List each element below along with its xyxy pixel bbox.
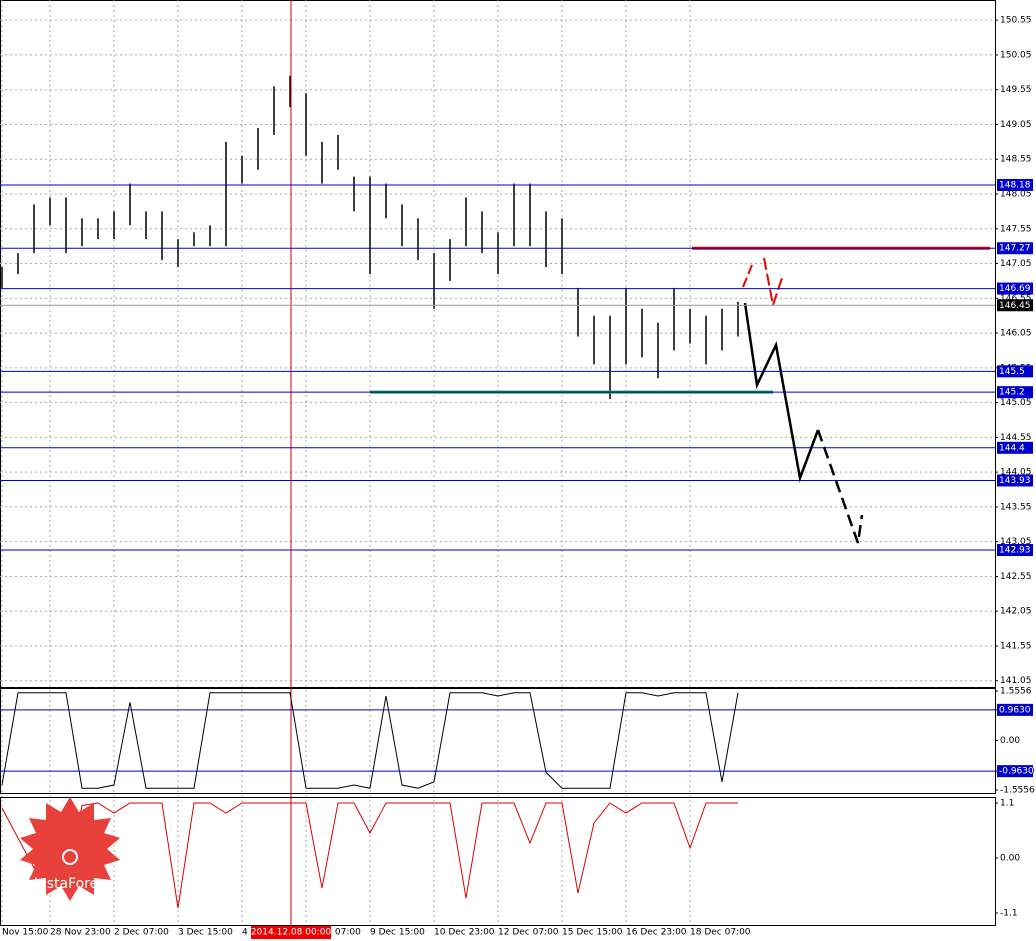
y-tick-label: 149.05 bbox=[1000, 120, 1032, 130]
x-tick-label: 16 Dec 23:00 bbox=[626, 928, 687, 938]
x-tick-label: 12 Dec 07:00 bbox=[498, 928, 559, 938]
y-tick-label: 0.00 bbox=[1000, 854, 1020, 864]
level-label-bg bbox=[997, 703, 1033, 716]
level-label: 145.2 bbox=[999, 388, 1025, 398]
current-price-label: 146.45 bbox=[999, 301, 1031, 311]
y-tick-label: 0.00 bbox=[1000, 736, 1020, 746]
logo: InstaForex bbox=[20, 797, 120, 901]
level-label: 147.27 bbox=[999, 244, 1031, 254]
level-label: 143.93 bbox=[999, 476, 1031, 486]
level-label-bg bbox=[997, 386, 1033, 399]
y-tick-label: 146.55 bbox=[1000, 294, 1032, 304]
y-tick-label: 141.55 bbox=[1000, 641, 1032, 651]
level-label: -0.9630 bbox=[999, 767, 1034, 777]
indicator-line bbox=[1, 692, 739, 789]
level-label: 146.69 bbox=[999, 284, 1031, 294]
alt-arrow bbox=[742, 264, 753, 288]
logo-icon bbox=[62, 849, 78, 865]
y-tick-label: 143.55 bbox=[1000, 502, 1032, 512]
y-tick-label: 147.05 bbox=[1000, 259, 1032, 269]
y-tick-label: 149.55 bbox=[1000, 85, 1032, 95]
y-tick-label: 143.05 bbox=[1000, 537, 1032, 547]
y-tick-label: 147.55 bbox=[1000, 224, 1032, 234]
y-tick-label: -1.1 bbox=[1000, 909, 1018, 919]
level-label-bg bbox=[997, 178, 1033, 191]
level-label-bg bbox=[997, 544, 1033, 557]
x-tick-label: 9 Dec 15:00 bbox=[370, 928, 425, 938]
alt-arrow bbox=[763, 257, 783, 309]
y-tick-label: 146.05 bbox=[1000, 329, 1032, 339]
y-tick-label: 148.05 bbox=[1000, 190, 1032, 200]
x-tick-label: 15 Dec 15:00 bbox=[562, 928, 623, 938]
forecast-arrow-dashed bbox=[816, 429, 864, 544]
level-label-bg bbox=[997, 765, 1033, 778]
y-tick-label: 150.55 bbox=[1000, 16, 1032, 26]
y-tick-label: -1.5556 bbox=[1000, 785, 1035, 795]
crosshair-label: 2014.12.08 00:00 bbox=[251, 928, 332, 938]
x-tick-label: 8 Dec 07:00 bbox=[306, 928, 361, 938]
y-tick-label: 1.1 bbox=[1000, 799, 1014, 809]
level-label-bg bbox=[997, 242, 1033, 255]
logo-text: InstaForex bbox=[34, 876, 107, 892]
forecast-arrow bbox=[743, 302, 820, 483]
x-tick-label: 3 Dec 15:00 bbox=[178, 928, 233, 938]
y-tick-label: 142.05 bbox=[1000, 607, 1032, 617]
indicator-line bbox=[1, 802, 738, 909]
x-tick-label: Nov 15:00 bbox=[2, 928, 49, 938]
y-tick-label: 150.05 bbox=[1000, 50, 1032, 60]
y-tick-label: 144.05 bbox=[1000, 468, 1032, 478]
y-tick-label: 148.55 bbox=[1000, 155, 1032, 165]
level-label: 0.9630 bbox=[999, 705, 1031, 715]
y-tick-label: 141.05 bbox=[1000, 676, 1032, 686]
y-tick-label: 145.05 bbox=[1000, 398, 1032, 408]
x-tick-label: 2 Dec 07:00 bbox=[114, 928, 169, 938]
x-tick-label: 28 Nov 23:00 bbox=[50, 928, 111, 938]
y-tick-label: 142.55 bbox=[1000, 572, 1032, 582]
level-label: 144.4 bbox=[999, 443, 1025, 453]
panel-frame bbox=[0, 797, 996, 926]
y-tick-label: 1.5556 bbox=[1000, 687, 1032, 697]
level-label-bg bbox=[997, 474, 1033, 487]
level-label: 142.93 bbox=[999, 546, 1031, 556]
x-tick-label: 18 Dec 07:00 bbox=[690, 928, 751, 938]
level-label-bg bbox=[997, 282, 1033, 295]
y-tick-label: 144.55 bbox=[1000, 433, 1032, 443]
level-label: 145.5 bbox=[999, 367, 1025, 377]
level-label-bg bbox=[997, 365, 1033, 378]
crosshair-label-bg bbox=[251, 925, 331, 939]
x-tick-label: 10 Dec 23:00 bbox=[434, 928, 495, 938]
level-label: 148.18 bbox=[999, 180, 1031, 190]
level-label-bg bbox=[997, 441, 1033, 454]
price-label-bg bbox=[997, 299, 1033, 312]
